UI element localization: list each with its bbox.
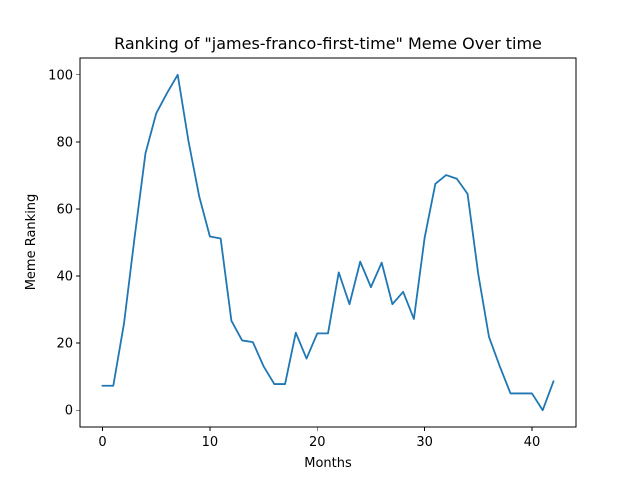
y-axis-label: Meme Ranking [24,194,39,291]
y-tick-label: 0 [65,404,73,419]
y-tick-label: 80 [56,135,73,150]
y-tick-label: 60 [56,202,73,217]
plot-frame [79,57,577,428]
series-line-0 [101,73,555,412]
chart-title: Ranking of "james-franco-first-time" Mem… [114,34,542,53]
x-axis-label: Months [304,456,352,471]
x-axis: 0 10 20 30 40 [98,427,540,450]
y-tick-label: 20 [56,337,73,352]
y-tick-label: 40 [56,270,73,285]
x-tick-label: 40 [524,435,541,450]
y-tick-label: 100 [48,68,73,83]
x-tick-label: 30 [416,435,433,450]
x-tick-label: 20 [309,435,326,450]
x-tick-label: 0 [98,435,106,450]
plot-area [79,57,577,428]
y-axis: 0 20 40 60 80 100 [48,68,80,419]
x-tick-label: 10 [202,435,219,450]
